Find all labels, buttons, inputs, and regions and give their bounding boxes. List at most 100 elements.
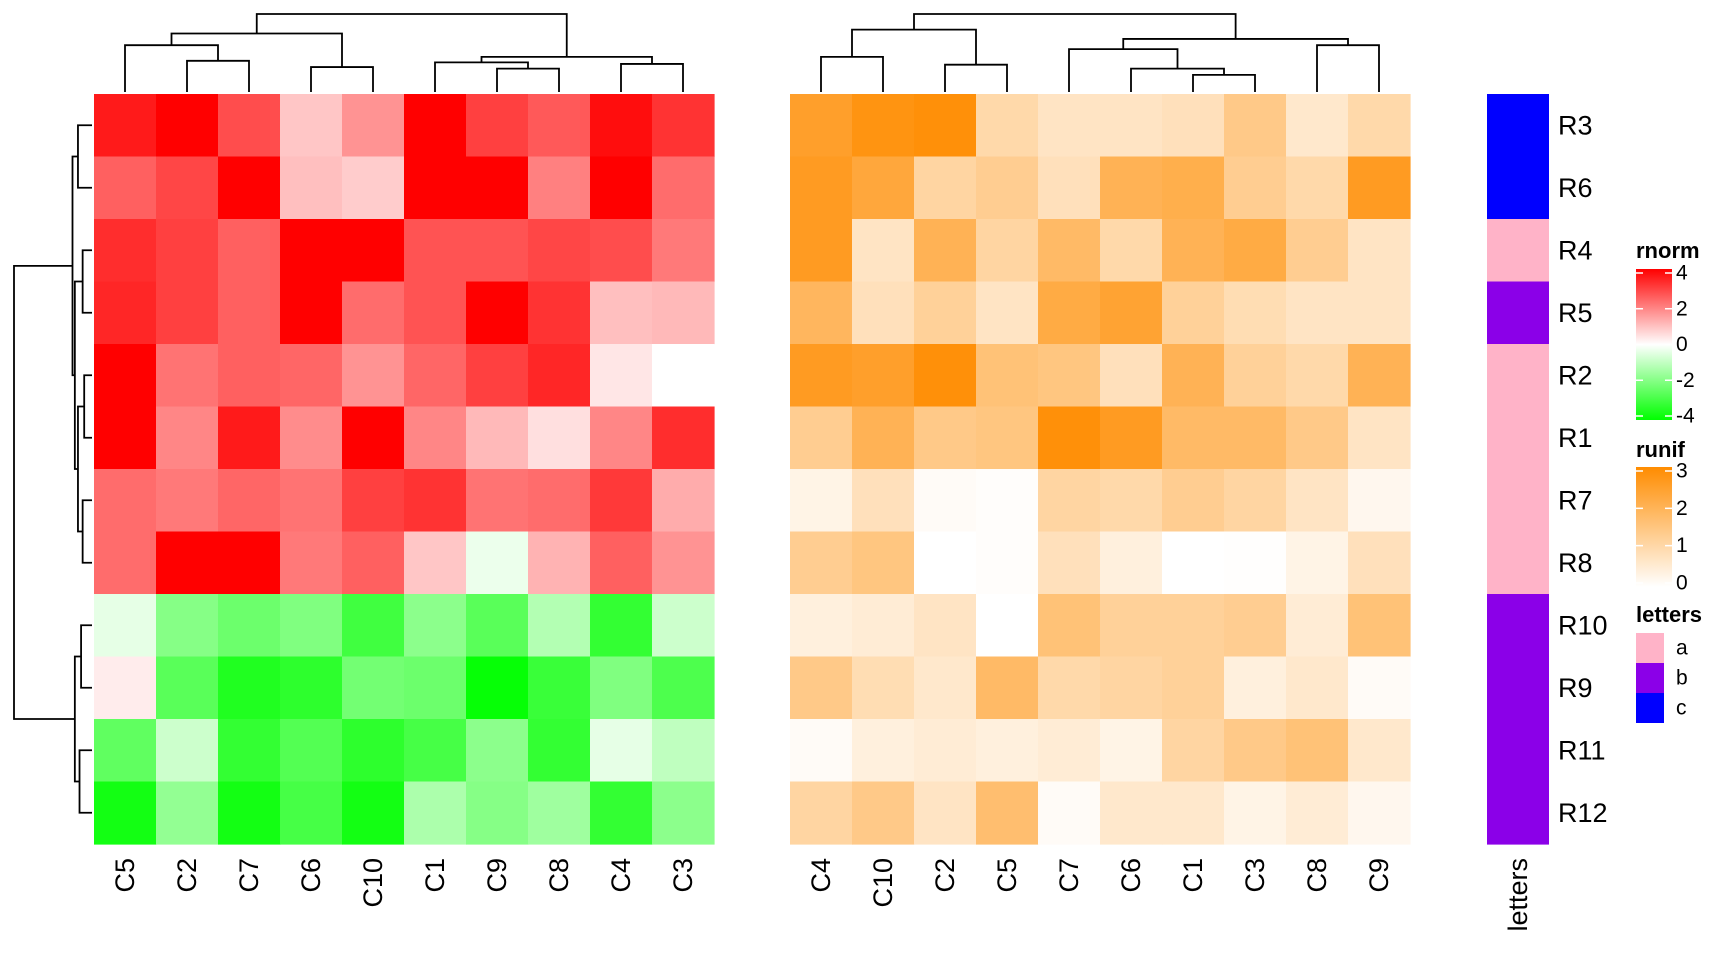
- heat-cell: [652, 656, 715, 720]
- annotation-cell: [1487, 781, 1549, 845]
- annotation-cell: [1487, 344, 1549, 408]
- legend-tick-label: 2: [1676, 297, 1688, 320]
- heat-cell: [218, 281, 281, 345]
- heat-cell: [528, 531, 591, 595]
- heat-cell: [156, 219, 219, 283]
- dendrogram-branch: [1122, 38, 1349, 50]
- heat-cell: [466, 219, 529, 283]
- dendrogram-branch: [124, 44, 219, 92]
- heat-cell: [1162, 281, 1225, 345]
- legend-swatch: [1636, 633, 1664, 663]
- heat-cell: [914, 656, 977, 720]
- dendrogram-branch: [80, 624, 92, 689]
- heat-cell: [652, 531, 715, 595]
- heat-cell: [914, 781, 977, 845]
- heat-cell: [94, 469, 157, 533]
- dendrogram-branch: [81, 499, 92, 564]
- heat-cell: [404, 156, 467, 220]
- heat-cell: [976, 94, 1039, 158]
- heat-cell: [852, 469, 915, 533]
- heat-cell: [404, 656, 467, 720]
- heat-cell: [1162, 219, 1225, 283]
- row-label: R1: [1558, 423, 1593, 453]
- row-label: R11: [1558, 735, 1606, 765]
- dendrogram-branch: [81, 249, 92, 314]
- heat-cell: [1286, 469, 1349, 533]
- heat-cell: [218, 594, 281, 658]
- column-label: C4: [606, 858, 636, 893]
- heat-cell: [1348, 94, 1411, 158]
- dendrogram-branch: [851, 28, 977, 65]
- dendrograms: [13, 13, 1380, 814]
- heat-cell: [976, 156, 1039, 220]
- heat-cell: [1348, 594, 1411, 658]
- row-label: R7: [1558, 485, 1593, 515]
- legend-swatch: [1636, 693, 1664, 723]
- column-label: C9: [482, 858, 512, 893]
- legend-tick-label: 0: [1676, 333, 1688, 356]
- heat-cell: [652, 281, 715, 345]
- heat-cell: [1100, 156, 1163, 220]
- heat-cell: [1100, 594, 1163, 658]
- dendrogram-branch: [944, 63, 1008, 92]
- heat-cell: [590, 156, 653, 220]
- legend-tick-label: 0: [1676, 572, 1688, 595]
- heat-cell: [528, 156, 591, 220]
- heat-cell: [852, 406, 915, 470]
- heat-cell: [976, 594, 1039, 658]
- heat-cell: [528, 719, 591, 783]
- heat-cell: [404, 281, 467, 345]
- heat-cell: [852, 281, 915, 345]
- heat-cell: [342, 219, 405, 283]
- heat-cell: [790, 469, 853, 533]
- heat-cell: [156, 531, 219, 595]
- annotation-cell: [1487, 531, 1549, 595]
- dendrogram-branch: [170, 32, 343, 68]
- heat-cell: [976, 344, 1039, 408]
- heat-cell: [280, 781, 343, 845]
- heat-cell: [652, 469, 715, 533]
- heat-cell: [1224, 281, 1287, 345]
- heat-cell: [1038, 219, 1101, 283]
- annotation-cell: [1487, 719, 1549, 783]
- legend-item-label: a: [1676, 637, 1688, 660]
- heat-cell: [1100, 469, 1163, 533]
- legend-title: runif: [1636, 437, 1686, 462]
- heat-cell: [652, 219, 715, 283]
- dendrogram-branch: [83, 374, 92, 439]
- heat-cell: [1038, 656, 1101, 720]
- annotation-cell: [1487, 656, 1549, 720]
- heat-cell: [342, 344, 405, 408]
- runif-heatmap: C4 C10 C2 C5 C7 C6 C1 C3 C8 C9: [790, 94, 1411, 908]
- row-label: R12: [1558, 798, 1608, 828]
- heat-cell: [590, 469, 653, 533]
- heat-cell: [156, 469, 219, 533]
- heat-cell: [94, 594, 157, 658]
- row-label: R2: [1558, 360, 1593, 390]
- heat-cell: [652, 344, 715, 408]
- heat-cell: [280, 594, 343, 658]
- legend-tick-label: 3: [1676, 460, 1688, 483]
- heat-cell: [1348, 156, 1411, 220]
- heat-cell: [218, 406, 281, 470]
- heat-cell: [404, 219, 467, 283]
- heat-cell: [342, 469, 405, 533]
- heat-cell: [790, 781, 853, 845]
- heat-cell: [1100, 781, 1163, 845]
- heat-cell: [94, 531, 157, 595]
- heat-cell: [914, 531, 977, 595]
- heat-cell: [590, 531, 653, 595]
- heat-cell: [1286, 781, 1349, 845]
- column-label: C3: [1240, 858, 1270, 893]
- heat-cell: [1162, 719, 1225, 783]
- heat-cell: [218, 219, 281, 283]
- dendrogram-branch: [13, 264, 75, 720]
- heat-cell: [1348, 219, 1411, 283]
- heat-cell: [280, 656, 343, 720]
- column-label: C8: [544, 858, 574, 893]
- heat-cell: [156, 344, 219, 408]
- heat-cell: [466, 469, 529, 533]
- legend-swatch: [1636, 663, 1664, 693]
- heat-cell: [1348, 281, 1411, 345]
- row-labels: R3 R6 R4 R5 R2 R1 R7 R8 R10 R9 R11 R12: [1558, 110, 1608, 828]
